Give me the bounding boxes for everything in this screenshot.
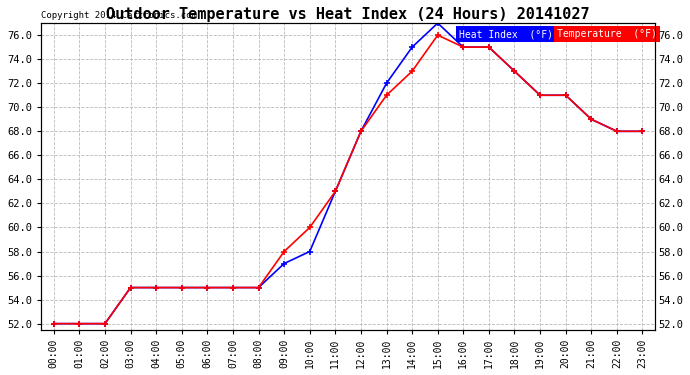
Text: Heat Index  (°F): Heat Index (°F) xyxy=(459,29,553,39)
Title: Outdoor Temperature vs Heat Index (24 Hours) 20141027: Outdoor Temperature vs Heat Index (24 Ho… xyxy=(106,7,590,22)
Text: Temperature  (°F): Temperature (°F) xyxy=(557,29,657,39)
Text: Copyright 2014 Cartronics.com: Copyright 2014 Cartronics.com xyxy=(41,11,197,20)
